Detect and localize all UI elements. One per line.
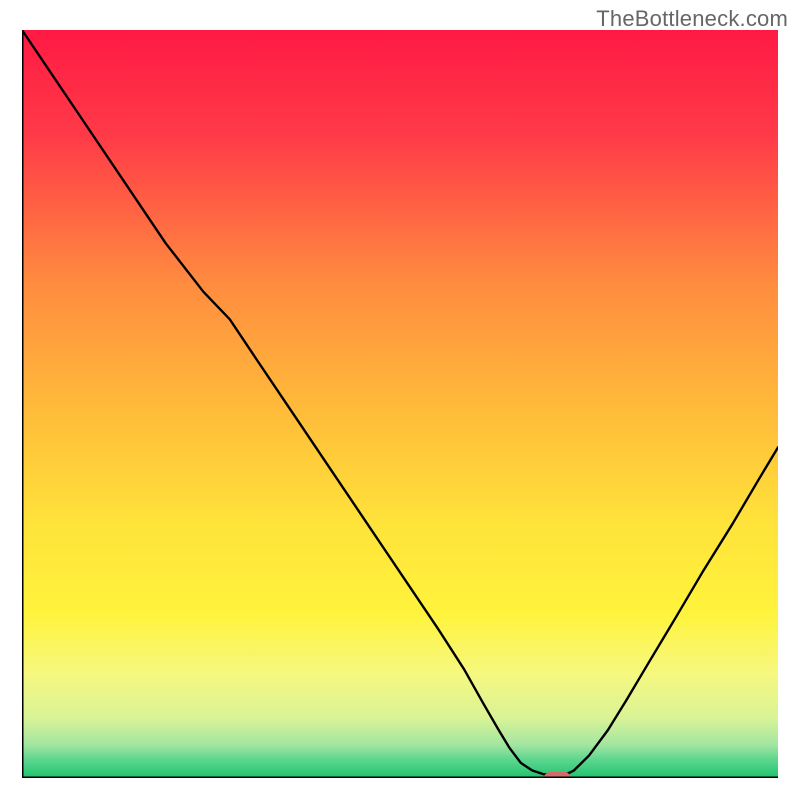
watermark-text: TheBottleneck.com: [596, 6, 788, 32]
plot-svg: [22, 30, 778, 778]
plot-area: [22, 30, 778, 778]
plot-background: [22, 30, 778, 778]
chart-container: TheBottleneck.com: [0, 0, 800, 800]
